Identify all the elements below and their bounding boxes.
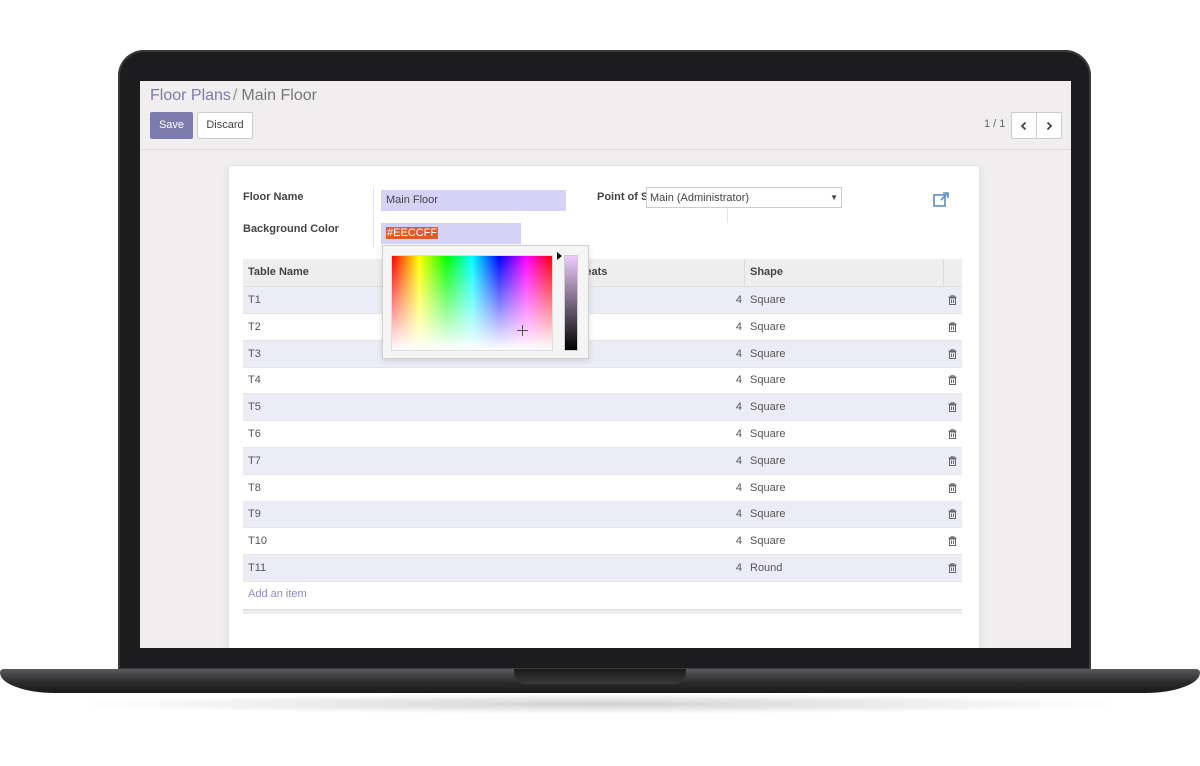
app-screen: Floor Plans / Main Floor Save Discard 1 / … <box>140 81 1071 648</box>
shape-cell: Square <box>750 320 786 333</box>
background-color-label: Background Color <box>243 223 339 235</box>
shape-cell: Square <box>750 535 786 548</box>
laptop-notch <box>514 669 686 684</box>
table-row[interactable]: T10 4 Square <box>243 528 962 556</box>
pager-value: 1 / 1 <box>984 118 1006 130</box>
seats-cell: 4 <box>735 320 742 333</box>
shape-cell: Square <box>750 374 786 387</box>
table-row[interactable]: T9 4 Square <box>243 501 962 529</box>
table-row[interactable]: T8 4 Square <box>243 475 962 502</box>
color-picker-popup <box>382 245 589 359</box>
table-name-cell: T5 <box>248 401 261 414</box>
background-color-input[interactable]: #EECCFF <box>381 223 521 244</box>
seats-cell: 4 <box>735 508 742 521</box>
table-row[interactable]: T1 4 Square <box>243 287 962 314</box>
shape-cell: Square <box>750 347 786 360</box>
table-row[interactable]: T11 4 Round <box>243 555 962 582</box>
table-name-cell: T11 <box>248 562 267 574</box>
control-panel: Floor Plans / Main Floor Save Discard 1 / … <box>140 81 1071 150</box>
breadcrumb-current: Main Floor <box>241 87 317 104</box>
shape-cell: Square <box>750 401 786 414</box>
table-name-cell: T9 <box>248 508 261 521</box>
color-luminance-slider[interactable] <box>564 255 578 351</box>
shape-cell: Square <box>750 481 786 494</box>
shape-cell: Square <box>750 454 786 467</box>
seats-cell: 4 <box>735 294 742 306</box>
table-row[interactable]: T7 4 Square <box>243 447 962 475</box>
trash-icon[interactable] <box>948 563 957 573</box>
field-divider <box>373 187 374 247</box>
breadcrumb-floor-plans[interactable]: Floor Plans <box>150 87 231 104</box>
table-name-cell: T6 <box>248 428 261 440</box>
discard-button[interactable]: Discard <box>197 112 253 139</box>
table-footer <box>243 609 962 614</box>
trash-icon[interactable] <box>948 536 957 547</box>
column-divider <box>744 259 745 286</box>
table-row[interactable]: T3 4 Square <box>243 340 962 368</box>
shape-cell: Square <box>750 294 786 306</box>
table-name-cell: T3 <box>248 347 261 360</box>
breadcrumb-separator: / <box>232 87 238 104</box>
shape-cell: Square <box>750 508 786 521</box>
trash-icon[interactable] <box>948 322 957 332</box>
pager-previous-button[interactable] <box>1011 112 1037 139</box>
color-saturation-area[interactable] <box>391 255 553 351</box>
chevron-left-icon <box>1020 121 1027 130</box>
table-row[interactable]: T6 4 Square <box>243 421 962 448</box>
external-link-icon[interactable] <box>933 191 950 208</box>
table-name-cell: T10 <box>248 535 267 548</box>
pager-next-button[interactable] <box>1036 112 1062 139</box>
point-of-sale-value: Main (Administrator) <box>650 192 750 204</box>
trash-icon[interactable] <box>948 375 957 386</box>
column-divider <box>943 259 944 286</box>
laptop-shadow <box>70 694 1130 714</box>
seats-cell: 4 <box>735 481 742 494</box>
shape-cell: Square <box>750 428 786 440</box>
trash-icon[interactable] <box>948 482 957 493</box>
luminance-marker-icon <box>557 252 562 260</box>
table-name-cell: T7 <box>248 454 261 467</box>
column-header-table-name[interactable]: Table Name <box>248 266 309 278</box>
crosshair-icon <box>517 325 528 336</box>
point-of-sale-select[interactable]: Main (Administrator) ▼ <box>646 187 842 208</box>
trash-icon[interactable] <box>948 429 957 439</box>
trash-icon[interactable] <box>948 348 957 359</box>
table-name-cell: T4 <box>248 374 261 387</box>
trash-icon[interactable] <box>948 295 957 305</box>
seats-cell: 4 <box>735 347 742 360</box>
table-name-cell: T8 <box>248 481 261 494</box>
trash-icon[interactable] <box>948 456 957 466</box>
breadcrumb: Floor Plans / Main Floor <box>150 87 317 105</box>
table-name-cell: T1 <box>248 294 261 306</box>
floor-name-label: Floor Name <box>243 191 304 203</box>
add-item-link[interactable]: Add an item <box>248 588 307 600</box>
seats-cell: 4 <box>735 401 742 414</box>
seats-cell: 4 <box>735 454 742 467</box>
table-name-cell: T2 <box>248 320 261 333</box>
trash-icon[interactable] <box>948 402 957 413</box>
floor-name-input[interactable]: Main Floor <box>381 190 566 211</box>
seats-cell: 4 <box>735 428 742 440</box>
seats-cell: 4 <box>735 535 742 548</box>
table-row[interactable]: T4 4 Square <box>243 367 962 395</box>
table-row[interactable]: T5 4 Square <box>243 394 962 422</box>
shape-cell: Round <box>750 562 783 574</box>
save-button[interactable]: Save <box>150 112 193 139</box>
background-color-value: #EECCFF <box>386 227 439 239</box>
table-row[interactable]: T2 4 Square <box>243 314 962 341</box>
dropdown-caret-icon: ▼ <box>830 193 838 202</box>
seats-cell: 4 <box>735 562 742 574</box>
table-header: Table Name Seats Shape <box>243 259 962 287</box>
column-header-shape[interactable]: Shape <box>750 266 784 278</box>
trash-icon[interactable] <box>948 509 957 520</box>
seats-cell: 4 <box>735 374 742 387</box>
chevron-right-icon <box>1046 121 1053 130</box>
